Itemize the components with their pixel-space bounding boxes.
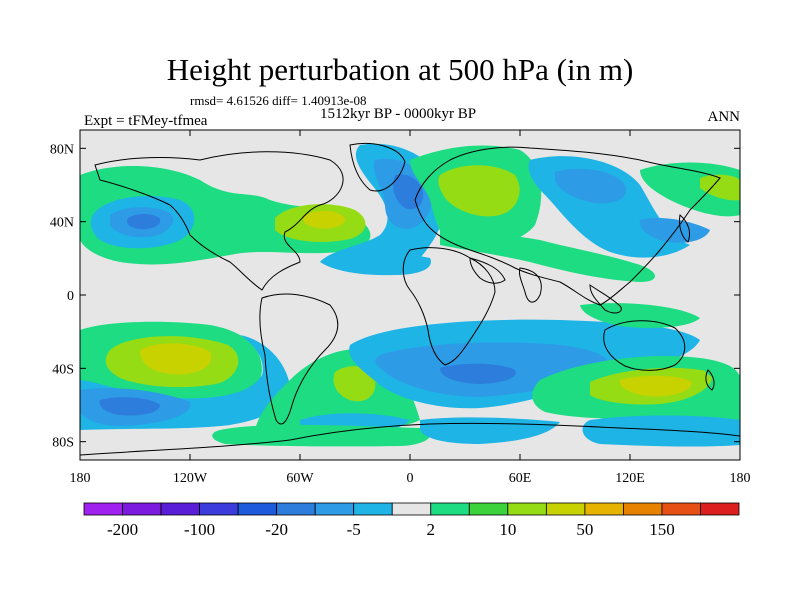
colorbar-swatch [468, 502, 509, 516]
coast-arabia [469, 257, 506, 284]
field-darkblue-indian [440, 363, 516, 384]
field-yellow-southern-ocean-east [619, 375, 692, 397]
coast-new-zealand [705, 369, 715, 391]
coast-south-america [259, 293, 339, 425]
coast-southeast-asia [589, 284, 622, 314]
lon-tick-label: 60E [509, 471, 532, 486]
colorbar-swatch [83, 502, 123, 516]
field-lime-eurasia [438, 165, 520, 217]
lon-tick-label: 180 [730, 471, 751, 486]
coastlines [80, 143, 740, 456]
colorbar-swatch [276, 502, 316, 516]
lat-tick-label: 40N [50, 216, 74, 231]
lat-tick-label: 80S [52, 436, 74, 451]
coast-greenland [349, 143, 406, 192]
colorbar-swatch [430, 502, 470, 516]
plot-title: Height perturbation at 500 hPa (in m) [166, 52, 634, 87]
colorbar-swatch [700, 502, 740, 516]
colorbar-swatch [314, 502, 355, 516]
colorbar-label: -200 [107, 520, 138, 539]
colorbar-label: -20 [265, 520, 288, 539]
colorbar-label: -100 [184, 520, 215, 539]
lat-tick-label: 80N [50, 142, 74, 157]
period-text: 1512kyr BP - 0000kyr BP [320, 106, 477, 122]
perturbation-field [80, 130, 740, 460]
field-blue-asia [555, 168, 626, 204]
field-green-antarctic [212, 424, 431, 447]
map-axes: 80N 40N 0 40S 80S 180 120W 60W 0 60E 120E 180 [50, 130, 751, 486]
field-yellow-atlantic [303, 210, 346, 229]
colorbar-swatch [122, 502, 162, 516]
colorbar-swatch [545, 502, 586, 516]
field-lightblue-antarctic-east [582, 415, 740, 447]
field-darkblue-south-pacific [99, 397, 160, 416]
coast-africa [402, 247, 496, 366]
colorbar-swatch [353, 502, 393, 516]
colorbar-label: -5 [347, 520, 361, 539]
colorbar-swatch [584, 502, 624, 516]
experiment-label: Expt = tFMey-tfmea [84, 113, 208, 129]
stats-text: rmsd= 4.61526 diff= 1.40913e-08 [190, 93, 367, 108]
lat-tick-label: 0 [67, 289, 74, 304]
coast-north-america [94, 151, 344, 291]
field-green-east-pacific [700, 365, 740, 390]
coast-japan [679, 214, 691, 243]
lat-tick-label: 40S [52, 362, 74, 377]
lon-tick-label: 120W [173, 471, 208, 486]
colorbar-swatch [623, 502, 663, 516]
field-deepblue-europe [393, 174, 424, 210]
field-lime-north-pacific-east [700, 174, 740, 201]
coast-australia [603, 320, 686, 371]
colorbar-label: 2 [427, 520, 436, 539]
colorbar-label: 50 [576, 520, 593, 539]
field-darkblue-north-pacific [127, 213, 161, 230]
colorbar-swatch [160, 502, 200, 516]
lon-tick-label: 60W [286, 471, 314, 486]
field-yellow-south-pacific [140, 343, 212, 375]
lon-tick-label: 180 [70, 471, 91, 486]
colorbar-label: 10 [499, 520, 516, 539]
colorbar-label: 150 [649, 520, 675, 539]
field-lime-south-atlantic [333, 366, 376, 402]
colorbar-swatch [237, 502, 278, 516]
colorbar-swatch [507, 502, 547, 516]
colorbar-swatch [391, 502, 432, 516]
field-blue-japan [639, 218, 710, 243]
field-green-australia-north [580, 303, 700, 328]
lon-tick-label: 0 [407, 471, 414, 486]
field-green-central-asia [440, 229, 655, 282]
colorbar: -200 -100 -20 -5 2 10 50 150 [83, 502, 740, 539]
colorbar-swatch [199, 502, 239, 516]
coast-europe-asia [414, 146, 721, 306]
lon-tick-label: 120E [615, 471, 645, 486]
season-label: ANN [707, 109, 741, 125]
coast-antarctica [80, 422, 740, 456]
coast-india [519, 267, 542, 303]
colorbar-swatch [661, 502, 701, 516]
